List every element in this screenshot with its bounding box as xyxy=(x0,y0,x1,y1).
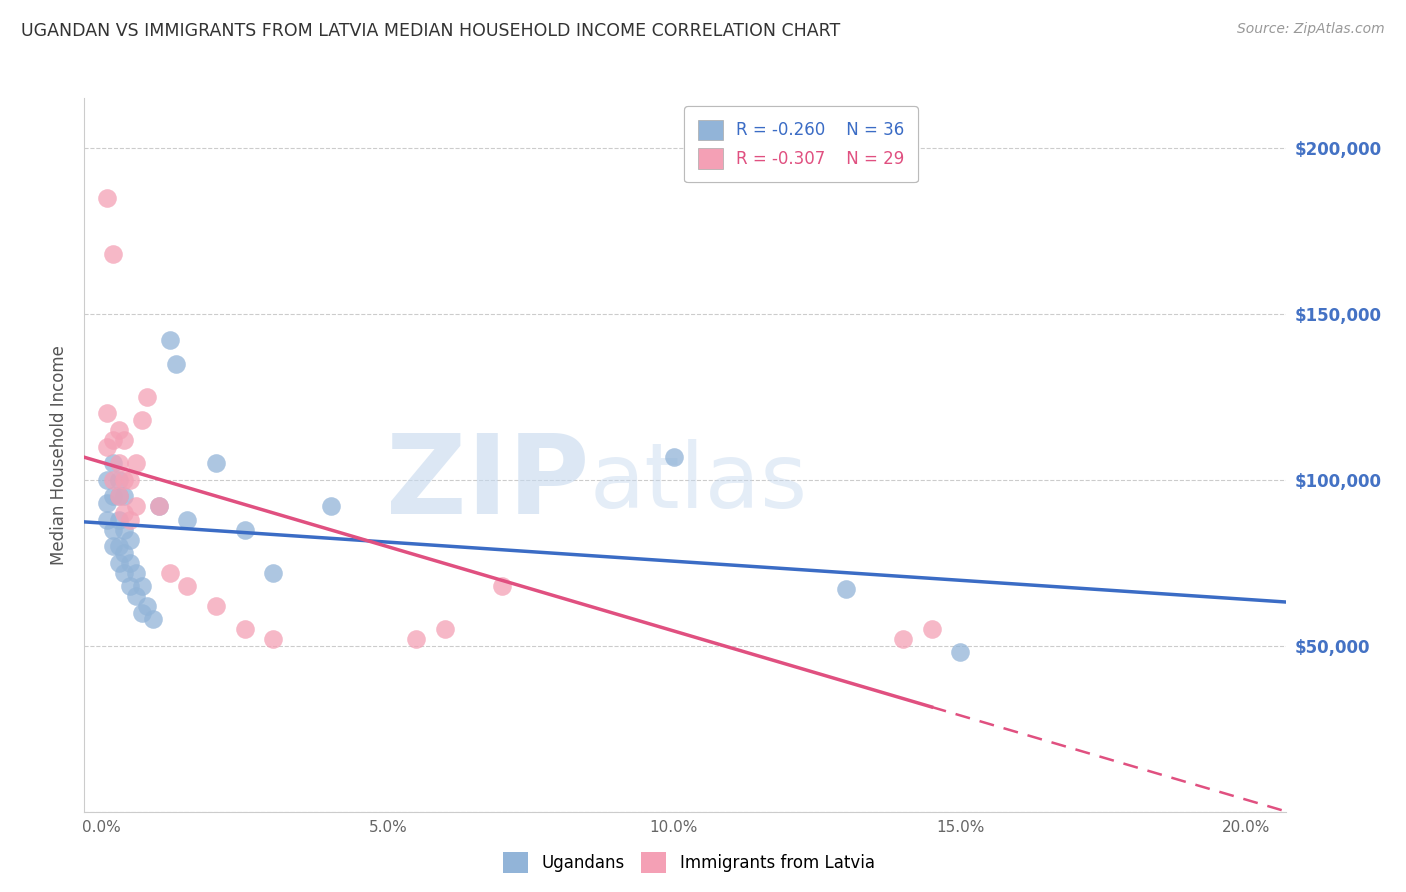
Point xyxy=(101,473,124,487)
Point xyxy=(114,566,135,580)
Text: UGANDAN VS IMMIGRANTS FROM LATVIA MEDIAN HOUSEHOLD INCOME CORRELATION CHART: UGANDAN VS IMMIGRANTS FROM LATVIA MEDIAN… xyxy=(21,22,841,40)
Point xyxy=(114,506,135,520)
Point xyxy=(233,523,256,537)
Point xyxy=(114,433,135,447)
Point xyxy=(233,622,256,636)
Point xyxy=(319,500,342,514)
Point xyxy=(114,546,135,560)
Point xyxy=(96,440,118,454)
Point xyxy=(165,357,187,371)
Point xyxy=(205,456,228,470)
Point xyxy=(491,579,513,593)
Point xyxy=(159,566,181,580)
Point xyxy=(176,579,198,593)
Point xyxy=(120,473,142,487)
Point xyxy=(101,433,124,447)
Point xyxy=(96,496,118,510)
Point xyxy=(114,473,135,487)
Point xyxy=(125,566,148,580)
Point xyxy=(662,450,685,464)
Point xyxy=(120,513,142,527)
Legend: Ugandans, Immigrants from Latvia: Ugandans, Immigrants from Latvia xyxy=(496,846,882,880)
Point xyxy=(125,456,148,470)
Point xyxy=(107,539,129,553)
Point xyxy=(101,247,124,261)
Point xyxy=(107,513,129,527)
Point xyxy=(159,334,181,348)
Point xyxy=(107,473,129,487)
Point xyxy=(136,390,159,404)
Point xyxy=(107,556,129,570)
Text: Source: ZipAtlas.com: Source: ZipAtlas.com xyxy=(1237,22,1385,37)
Point xyxy=(120,579,142,593)
Point xyxy=(434,622,457,636)
Point xyxy=(101,456,124,470)
Point xyxy=(142,612,165,626)
Point xyxy=(96,513,118,527)
Point xyxy=(148,500,170,514)
Point xyxy=(131,413,153,427)
Point xyxy=(120,556,142,570)
Point xyxy=(136,599,159,613)
Point xyxy=(114,523,135,537)
Point xyxy=(405,632,427,647)
Point xyxy=(891,632,914,647)
Point xyxy=(114,490,135,504)
Point xyxy=(120,533,142,547)
Point xyxy=(125,589,148,603)
Point xyxy=(96,473,118,487)
Point xyxy=(148,500,170,514)
Point xyxy=(101,490,124,504)
Point xyxy=(107,456,129,470)
Point xyxy=(107,490,129,504)
Point xyxy=(835,582,858,597)
Legend: R = -0.260    N = 36, R = -0.307    N = 29: R = -0.260 N = 36, R = -0.307 N = 29 xyxy=(685,106,918,182)
Point xyxy=(262,632,284,647)
Point xyxy=(107,490,129,504)
Point xyxy=(176,513,198,527)
Point xyxy=(101,523,124,537)
Point xyxy=(107,423,129,437)
Point xyxy=(96,406,118,420)
Point xyxy=(125,500,148,514)
Point xyxy=(262,566,284,580)
Y-axis label: Median Household Income: Median Household Income xyxy=(51,345,69,565)
Text: ZIP: ZIP xyxy=(385,430,589,537)
Point xyxy=(921,622,943,636)
Point xyxy=(101,539,124,553)
Point xyxy=(96,191,118,205)
Point xyxy=(205,599,228,613)
Point xyxy=(949,645,972,659)
Text: atlas: atlas xyxy=(589,440,807,527)
Point xyxy=(131,579,153,593)
Point xyxy=(131,606,153,620)
